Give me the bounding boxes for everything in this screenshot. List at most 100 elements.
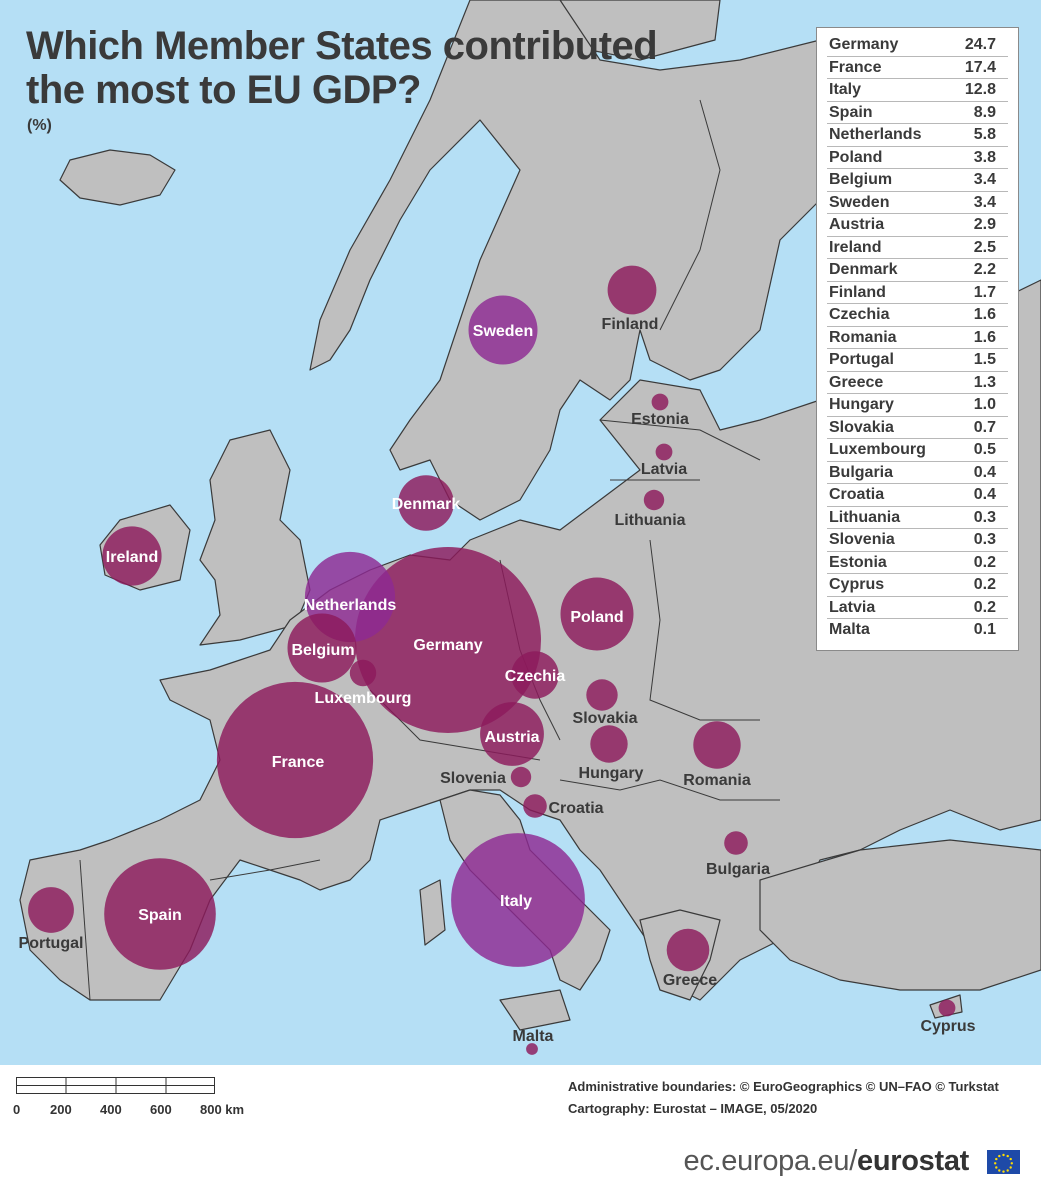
table-row-separator (827, 460, 1008, 462)
table-row-separator (827, 55, 1008, 57)
map-label-estonia: Estonia (631, 411, 689, 428)
table-row: Lithuania 0.3 (817, 507, 1018, 529)
table-country: Estonia (829, 553, 887, 571)
map-label-hungary: Hungary (579, 765, 644, 782)
sicily-shape (499, 989, 571, 1031)
table-country: Finland (829, 283, 886, 301)
table-country: Netherlands (829, 126, 922, 143)
table-country: Belgium (829, 171, 893, 188)
table-row-separator (827, 483, 1008, 484)
map-label-poland: Poland (570, 609, 623, 626)
table-country: Spain (829, 103, 873, 121)
map-label-latvia: Latvia (641, 461, 687, 478)
table-row-separator (827, 145, 1008, 147)
table-row: Austria 2.9 (817, 214, 1018, 237)
table-row-separator (827, 78, 1008, 79)
bubble-romania (693, 721, 741, 769)
scale-label: 600 (150, 1102, 172, 1117)
bubble-hungary (590, 725, 628, 763)
border-line (79, 859, 91, 1001)
table-country: Hungary (829, 396, 894, 413)
table-row: Cyprus 0.2 (817, 574, 1018, 597)
map-label-denmark: Denmark (392, 496, 461, 513)
table-row: Finland 1.7 (817, 282, 1018, 304)
bubble-finland (607, 265, 657, 315)
table-row-separator (827, 348, 1008, 349)
map-label-czechia: Czechia (505, 668, 566, 685)
table-value: 8.9 (973, 103, 996, 121)
table-row: Denmark 2.2 (817, 259, 1018, 282)
table-country: Germany (829, 36, 899, 53)
map-label-lithuania: Lithuania (614, 512, 685, 529)
table-row: Poland 3.8 (817, 147, 1018, 169)
table-row: Germany 24.7 (817, 34, 1018, 57)
table-row: Romania 1.6 (817, 327, 1018, 349)
table-value: 1.6 (973, 306, 996, 323)
map-label-croatia: Croatia (548, 800, 603, 817)
table-country: Sweden (829, 193, 890, 211)
table-value: 0.3 (973, 531, 996, 548)
table-country: Denmark (829, 261, 898, 278)
table-row: Belgium 3.4 (817, 169, 1018, 192)
table-row: Hungary 1.0 (817, 394, 1018, 417)
table-row: Ireland 2.5 (817, 237, 1018, 259)
map-label-sweden: Sweden (473, 323, 533, 340)
table-country: Luxembourg (829, 441, 926, 458)
bubble-croatia (523, 794, 547, 818)
table-rows: Germany 24.7 France 17.4 Italy 12.8 Spain 8.9 Ne… (817, 34, 1018, 642)
bubble-slovakia (586, 679, 618, 711)
table-row-separator (827, 415, 1008, 417)
bubble-malta (526, 1043, 538, 1055)
table-row: Portugal 1.5 (817, 349, 1018, 372)
bubble-slovenia (510, 766, 532, 788)
bubble-germany (355, 547, 541, 733)
table-value: 0.2 (973, 598, 996, 616)
bubble-sweden (468, 295, 538, 365)
bubble-bulgaria (724, 831, 748, 855)
table-country: Austria (829, 216, 885, 233)
eurostat-url[interactable]: ec.europa.eu/eurostat (684, 1145, 970, 1178)
table-country: Bulgaria (829, 463, 894, 481)
table-row: Greece 1.3 (817, 372, 1018, 394)
table-row-separator (827, 505, 1008, 507)
border-line (599, 419, 761, 461)
bubble-czechia (511, 651, 559, 699)
table-country: France (829, 58, 882, 76)
table-value: 0.2 (973, 553, 996, 571)
table-value: 1.5 (973, 351, 996, 368)
bubble-belgium (287, 613, 357, 683)
border-line (559, 779, 780, 801)
table-row: Italy 12.8 (817, 79, 1018, 102)
map-label-slovakia: Slovakia (573, 710, 638, 727)
table-row-separator (827, 168, 1008, 169)
map-label-spain: Spain (138, 907, 182, 924)
map-label-italy: Italy (500, 893, 532, 910)
table-value: 0.3 (973, 508, 996, 526)
map-label-france: France (272, 754, 325, 771)
table-country: Latvia (829, 598, 876, 616)
scale-label: 800 km (200, 1102, 245, 1117)
table-row-separator (827, 618, 1008, 619)
table-country: Cyprus (829, 576, 885, 593)
bubble-spain (104, 858, 216, 970)
table-row: Bulgaria 0.4 (817, 462, 1018, 484)
table-country: Malta (829, 621, 870, 638)
table-row: Slovenia 0.3 (817, 529, 1018, 552)
table-country: Czechia (829, 306, 890, 323)
brand-name: eurostat (856, 1145, 969, 1177)
table-row: Spain 8.9 (817, 102, 1018, 124)
table-value: 3.4 (973, 171, 996, 188)
table-row-separator (827, 528, 1008, 529)
bubble-cyprus (938, 999, 956, 1017)
bubble-ireland (102, 526, 162, 586)
table-row-separator (827, 325, 1008, 327)
country-labels: Germany France Italy Spain Netherlands Poland… (19, 316, 976, 1045)
map-label-bulgaria: Bulgaria (706, 861, 770, 878)
table-value: 2.2 (973, 261, 996, 278)
map-label-malta: Malta (513, 1028, 554, 1045)
scale-labels: 0 200 400 600 800 km (13, 1102, 256, 1118)
table-row-separator (827, 595, 1008, 597)
bubble-estonia (651, 393, 669, 411)
map-label-germany: Germany (413, 637, 482, 654)
scale-label: 0 (13, 1102, 21, 1117)
